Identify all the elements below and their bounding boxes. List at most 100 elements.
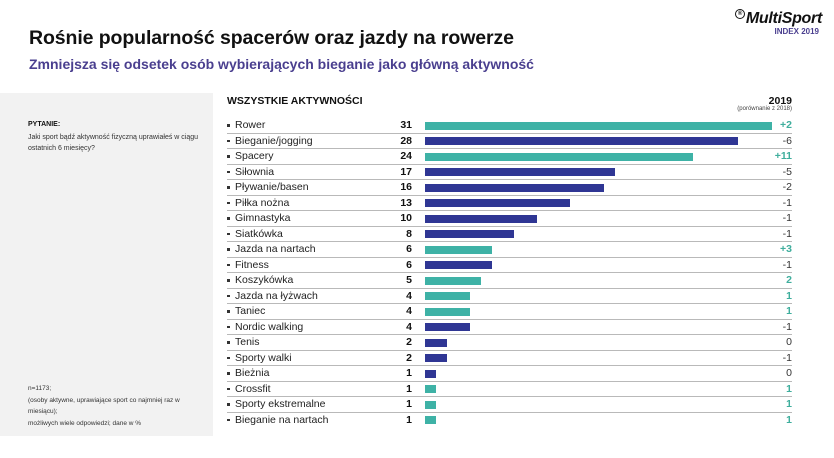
change-value: -1	[782, 227, 792, 240]
activity-bar	[425, 292, 470, 300]
change-value: -6	[782, 134, 792, 147]
change-value: -1	[782, 258, 792, 271]
chart-row: Crossfit 1 1	[227, 382, 792, 397]
change-value: -1	[782, 196, 792, 209]
activity-bar	[425, 416, 436, 424]
activity-label: Spacery	[235, 150, 274, 162]
bullet-icon	[227, 341, 230, 344]
activity-value: 28	[400, 134, 412, 147]
activity-bar	[425, 183, 604, 192]
activity-bar	[425, 385, 436, 393]
logo-mark-icon: ®	[734, 9, 745, 19]
comparison-label: (porównanie z 2018)	[737, 106, 792, 112]
bullet-icon	[227, 155, 230, 158]
activity-value: 24	[400, 150, 412, 162]
activity-label: Pływanie/basen	[235, 181, 309, 193]
change-value: 1	[786, 398, 792, 410]
activity-value: 17	[400, 165, 412, 178]
activity-label: Koszykówka	[235, 274, 294, 286]
activity-value: 4	[406, 289, 412, 302]
bullet-icon	[227, 325, 230, 328]
logo-subtitle: INDEX 2019	[774, 27, 819, 36]
activity-bar	[425, 168, 615, 176]
activity-label: Siłownia	[235, 165, 275, 178]
note-line-2: (osoby aktywne, uprawiające sport co naj…	[28, 396, 180, 416]
side-panel	[0, 93, 213, 436]
chart-row: Bieganie na nartach 1 1	[227, 413, 792, 429]
chart-row: Siłownia 17 -5	[227, 165, 792, 180]
activity-label: Bieżnia	[235, 367, 270, 379]
bullet-icon	[227, 279, 230, 282]
bullet-icon	[227, 232, 230, 235]
activity-bar	[425, 214, 537, 223]
chart-row: Pływanie/basen 16 -2	[227, 180, 792, 196]
activity-value: 10	[400, 212, 412, 224]
activity-label: Siatkówka	[235, 227, 283, 240]
chart-row: Tenis 2 0	[227, 335, 792, 351]
activity-value: 1	[406, 413, 412, 426]
activity-label: Piłka nożna	[235, 196, 290, 209]
change-value: -1	[782, 351, 792, 364]
change-value: 1	[786, 289, 792, 302]
activity-label: Jazda na nartach	[235, 243, 316, 255]
chart-row: Jazda na łyżwach 4 1	[227, 289, 792, 304]
bullet-icon	[227, 294, 230, 297]
chart-section-title: WSZYSTKIE AKTYWNOŚCI	[227, 95, 363, 107]
activity-label: Sporty walki	[235, 351, 292, 364]
bullet-icon	[227, 372, 230, 375]
activity-bar	[425, 323, 470, 331]
bullet-icon	[227, 186, 230, 189]
bullet-icon	[227, 139, 230, 142]
note-line-3: możliwych wiele odpowiedzi; dane w %	[28, 419, 142, 427]
bullet-icon	[227, 403, 230, 406]
chart-row: Bieżnia 1 0	[227, 366, 792, 382]
activity-bar	[425, 199, 570, 207]
activity-value: 31	[400, 119, 412, 131]
activity-bar	[425, 400, 436, 409]
activity-value: 16	[400, 181, 412, 193]
change-value: 1	[786, 382, 792, 395]
activity-label: Crossfit	[235, 382, 271, 395]
change-value: 0	[786, 336, 792, 348]
change-value: -2	[782, 181, 792, 193]
activity-label: Nordic walking	[235, 320, 304, 333]
year-label: 2019	[768, 95, 792, 107]
bullet-icon	[227, 418, 230, 421]
chart-row: Sporty ekstremalne 1 1	[227, 397, 792, 413]
change-value: -1	[782, 212, 792, 224]
bullet-icon	[227, 248, 230, 251]
activity-label: Sporty ekstremalne	[235, 398, 326, 410]
activity-bar	[425, 121, 772, 130]
page-title: Rośnie popularność spacerów oraz jazdy n…	[29, 27, 514, 49]
bullet-icon	[227, 124, 230, 127]
activity-label: Bieganie/jogging	[235, 134, 313, 147]
change-value: 1	[786, 305, 792, 317]
activity-value: 2	[406, 336, 412, 348]
logo-name: MultiSport	[745, 10, 822, 27]
change-value: +2	[780, 119, 792, 131]
activity-value: 1	[406, 382, 412, 395]
activity-value: 13	[400, 196, 412, 209]
activity-bar	[425, 245, 492, 254]
chart-row: Taniec 4 1	[227, 304, 792, 320]
bullet-icon	[227, 310, 230, 313]
chart-row: Siatkówka 8 -1	[227, 227, 792, 242]
activity-label: Bieganie na nartach	[235, 413, 329, 426]
chart-row: Rower 31 +2	[227, 118, 792, 134]
change-value: 2	[786, 274, 792, 286]
bullet-icon	[227, 263, 230, 266]
activity-value: 1	[406, 398, 412, 410]
chart-row: Sporty walki 2 -1	[227, 351, 792, 366]
activity-bar	[425, 261, 492, 269]
bullet-icon	[227, 170, 230, 173]
activity-value: 6	[406, 243, 412, 255]
logo-wordmark: ® MultiSport	[734, 9, 822, 28]
activity-label: Tenis	[235, 336, 260, 348]
change-value: +3	[780, 243, 792, 255]
activity-value: 4	[406, 320, 412, 333]
chart-row: Bieganie/jogging 28 -6	[227, 134, 792, 149]
activity-value: 2	[406, 351, 412, 364]
bullet-icon	[227, 217, 230, 220]
activity-bar	[425, 230, 514, 238]
activity-bar	[425, 152, 693, 161]
